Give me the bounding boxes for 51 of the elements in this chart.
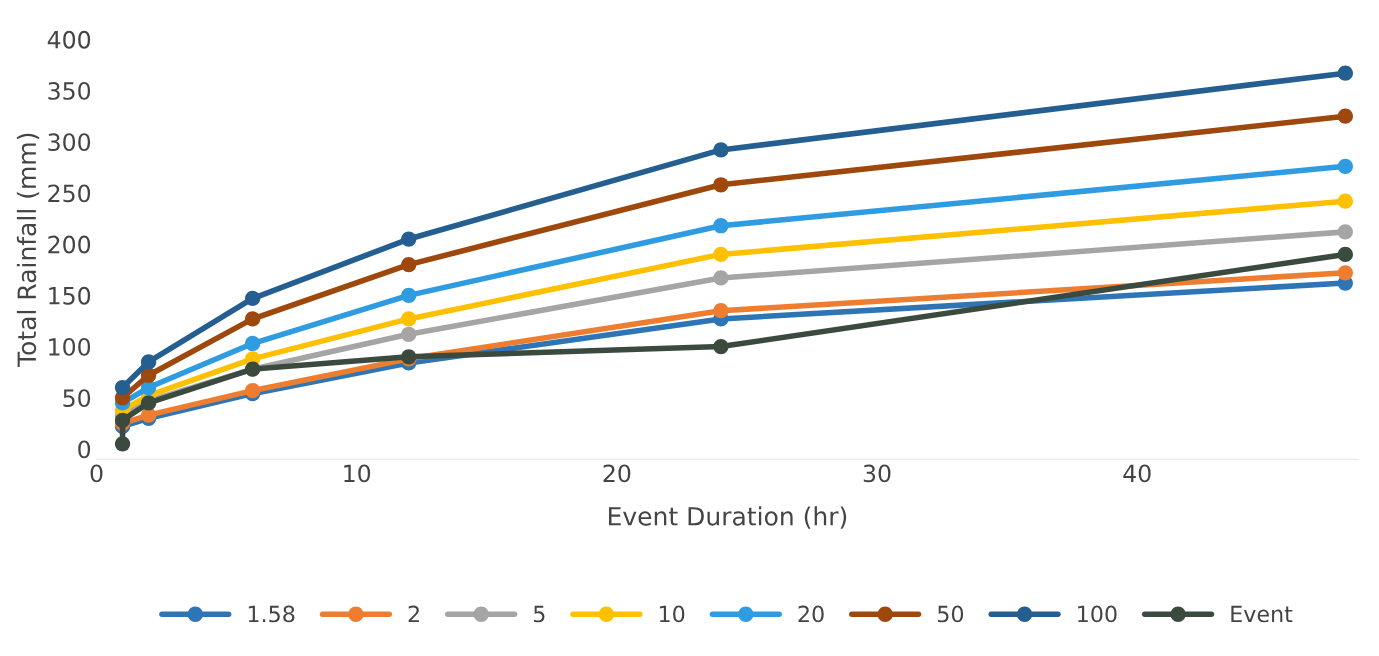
- point: [401, 257, 417, 273]
- point: [401, 311, 417, 327]
- point: [713, 218, 729, 234]
- point: [1337, 265, 1353, 281]
- point: [1337, 65, 1353, 81]
- point: [244, 382, 261, 399]
- point: [713, 177, 729, 193]
- point: [1337, 158, 1353, 174]
- point: [713, 246, 729, 263]
- point: [140, 367, 157, 383]
- x-axis-title: Event Duration (hr): [609, 506, 847, 529]
- point: [244, 311, 261, 327]
- y-tick-label: 350: [48, 82, 91, 100]
- point: [1337, 108, 1353, 124]
- point: [401, 287, 417, 303]
- y-tick-label: 0: [78, 440, 91, 459]
- point: [713, 142, 729, 158]
- point: [713, 338, 729, 355]
- legend-label: 50: [938, 605, 964, 623]
- y-axis-title: Total Rainfall (mm): [16, 133, 40, 368]
- x-tick-label: 20: [603, 464, 631, 483]
- point: [114, 436, 131, 452]
- y-tick-label: 100: [49, 338, 91, 356]
- legend-label: Event: [1231, 605, 1293, 623]
- point: [1337, 193, 1353, 209]
- legend-label: 5: [533, 605, 545, 623]
- x-tick-label: 10: [344, 464, 371, 483]
- point: [244, 290, 261, 307]
- legend-label: 20: [798, 605, 824, 623]
- x-tick-label: 0: [90, 464, 103, 483]
- point: [401, 326, 417, 342]
- y-tick-label: 50: [63, 389, 91, 408]
- x-tick-label: 30: [863, 464, 891, 483]
- point: [244, 335, 261, 352]
- legend-label: 100: [1078, 605, 1117, 623]
- point: [401, 231, 417, 247]
- y-tick-label: 400: [47, 30, 91, 49]
- x-tick-label: 40: [1123, 464, 1151, 483]
- legend-label: 1.58: [248, 605, 295, 623]
- point: [114, 379, 131, 396]
- y-tick-label: 250: [48, 184, 91, 203]
- point: [1337, 224, 1353, 240]
- point: [713, 303, 729, 319]
- point: [140, 354, 157, 370]
- y-tick-label: 300: [48, 133, 91, 152]
- point: [713, 270, 729, 286]
- legend-label: 10: [659, 605, 685, 623]
- legend-label: 2: [408, 605, 419, 623]
- point: [1337, 246, 1353, 263]
- y-tick-label: 200: [48, 235, 91, 254]
- y-tick-label: 150: [49, 286, 91, 305]
